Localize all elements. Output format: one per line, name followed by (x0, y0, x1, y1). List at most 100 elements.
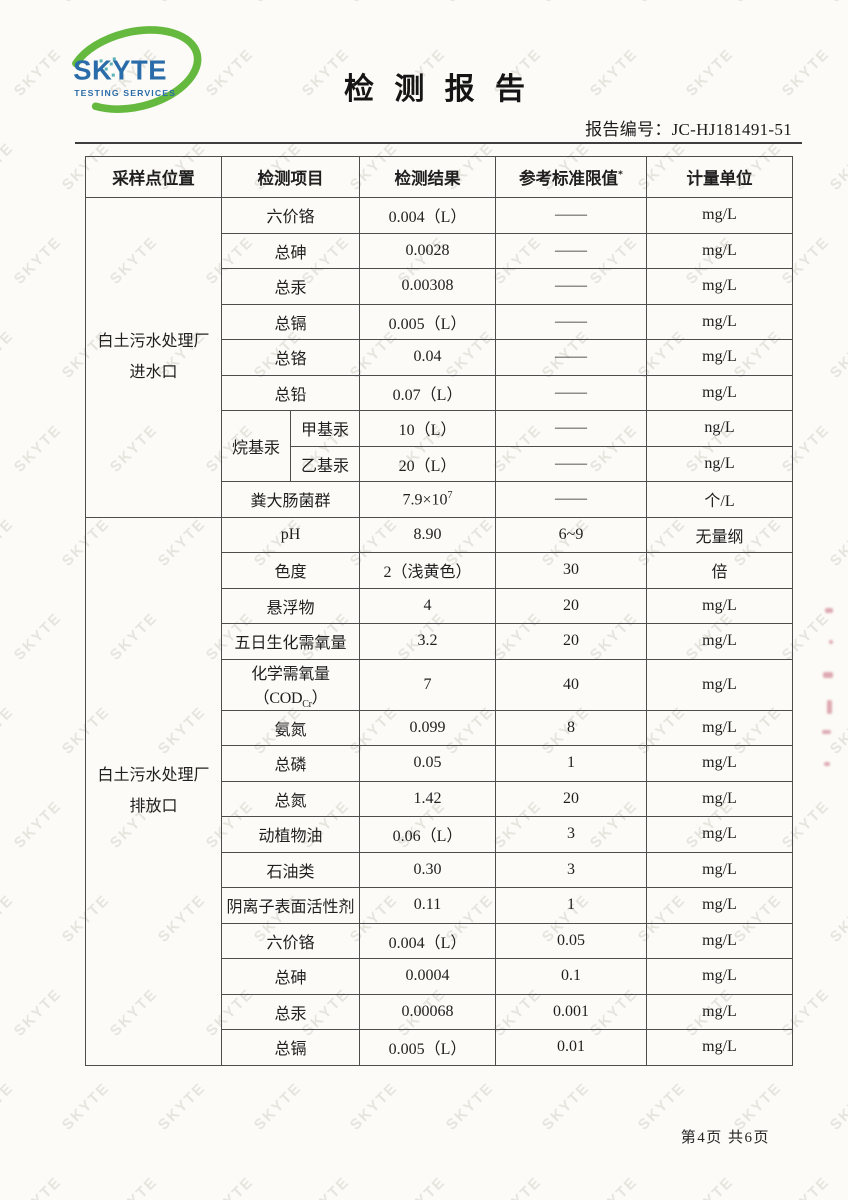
unit-cell: mg/L (646, 303, 793, 340)
result-cell: 0.06（L） (359, 816, 496, 853)
watermark-text: SKYTE (203, 1173, 257, 1200)
table-row: 五日生化需氧量 3.2 20 mg/L (86, 623, 793, 660)
limit-cell: 0.1 (495, 958, 647, 995)
item-cell: 化学需氧量（CODCr） (221, 658, 360, 711)
skyte-logo-graphic: SKYTE TESTING SERVICES (66, 26, 202, 113)
limit-cell: 20 (495, 780, 647, 818)
unit-cell: mg/L (646, 780, 793, 818)
unit-cell: mg/L (646, 745, 793, 782)
unit-cell: ng/L (646, 410, 793, 447)
item-cell: 总汞 (221, 268, 360, 305)
unit-cell: mg/L (646, 658, 793, 711)
col-header-location: 采样点位置 (85, 156, 222, 198)
limit-cell: 8 (495, 709, 647, 747)
table-row: 总磷 0.05 1 mg/L (86, 745, 793, 782)
table-row: 白土污水处理厂 排放口 pH 8.90 6~9 无量纲 (85, 516, 793, 1066)
unit-cell: 个/L (646, 481, 793, 518)
unit-cell: mg/L (646, 339, 793, 376)
table-row: 粪大肠菌群 7.9×107 —— 个/L (86, 481, 793, 518)
watermark-text: SKYTE (347, 0, 401, 6)
limit-cell: —— (495, 232, 647, 269)
item-cell: 六价铬 (221, 922, 360, 960)
watermark-text: SKYTE (11, 1173, 65, 1200)
item-cell: 总砷 (221, 958, 360, 995)
unit-cell: mg/L (646, 887, 793, 924)
report-number: 报告编号：JC-HJ181491-51 (585, 115, 792, 140)
unit-cell: mg/L (646, 232, 793, 269)
table-row: 总砷 0.0004 0.1 mg/L (86, 958, 793, 995)
limit-cell: 1 (495, 887, 647, 924)
unit-cell: mg/L (646, 993, 793, 1031)
watermark-text: SKYTE (635, 0, 689, 6)
results-table-wrap: 采样点位置 检测项目 检测结果 参考标准限值* 计量单位 白土污水处理厂 进水口六… (85, 156, 793, 1066)
watermark-text: SKYTE (0, 0, 17, 6)
watermark-text: SKYTE (731, 0, 785, 6)
report-number-label: 报告编号： (585, 120, 672, 139)
watermark-text: SKYTE (779, 1173, 833, 1200)
limit-cell: —— (495, 197, 647, 234)
table-row: 总铬 0.04 —— mg/L (86, 339, 793, 376)
item-cell: 总磷 (221, 745, 360, 782)
watermark-text: SKYTE (299, 1173, 353, 1200)
skyte-logo: SKYTE TESTING SERVICES (55, 12, 207, 122)
unit-cell: mg/L (646, 958, 793, 995)
limit-cell: —— (495, 481, 647, 518)
red-bleed-mark (827, 700, 832, 714)
item-cell: 总铬 (221, 339, 360, 376)
limit-footnote-marker: * (618, 169, 623, 181)
col-header-limit-text: 参考标准限值 (519, 169, 618, 188)
unit-cell: 无量纲 (646, 516, 793, 553)
limit-cell: —— (495, 339, 647, 376)
watermark-text: SKYTE (827, 0, 848, 6)
watermark-text: SKYTE (10, 421, 66, 476)
result-cell: 0.04 (359, 339, 496, 376)
item-cell: 氨氮 (221, 709, 360, 747)
watermark-text: SKYTE (0, 1079, 18, 1134)
item-cell: 甲基汞 (290, 410, 360, 447)
watermark-text: SKYTE (587, 1173, 641, 1200)
result-cell: 4 (359, 587, 496, 624)
col-header-unit: 计量单位 (646, 156, 793, 198)
item-cell: 乙基汞 (290, 445, 360, 482)
item-cell: 六价铬 (221, 197, 360, 234)
table-row: 总铅 0.07（L） —— mg/L (86, 374, 793, 411)
item-cell: 动植物油 (221, 816, 360, 853)
watermark-text: SKYTE (10, 609, 66, 664)
unit-cell: mg/L (646, 587, 793, 624)
result-cell: 0.00068 (359, 993, 496, 1031)
watermark-text: SKYTE (251, 0, 305, 6)
watermark-text: SKYTE (395, 1173, 449, 1200)
result-cell: 2（浅黄色） (359, 552, 496, 589)
table-row: 白土污水处理厂 进水口 六价铬 0.004（L） —— mg/L (85, 197, 793, 518)
result-cell: 7.9×107 (359, 481, 496, 518)
logo-subtitle: TESTING SERVICES (74, 88, 176, 98)
watermark-text: SKYTE (0, 703, 18, 758)
watermark-text: SKYTE (155, 0, 209, 6)
col-header-result: 检测结果 (359, 156, 496, 198)
item-cell: 五日生化需氧量 (221, 623, 360, 660)
watermark-text: SKYTE (59, 0, 113, 6)
item-cell: 总汞 (221, 993, 360, 1031)
limit-cell: 20 (495, 587, 647, 624)
sampling-location-cell: 白土污水处理厂 进水口 (85, 197, 222, 518)
logo-wordmark: SKYTE (73, 55, 167, 86)
limit-cell: 1 (495, 745, 647, 782)
watermark-text: SKYTE (0, 891, 18, 946)
limit-cell: 40 (495, 658, 647, 711)
unit-cell: mg/L (646, 374, 793, 411)
unit-cell: mg/L (646, 268, 793, 305)
unit-cell: mg/L (646, 816, 793, 853)
watermark-text: SKYTE (10, 985, 66, 1040)
col-header-limit: 参考标准限值* (495, 156, 647, 198)
result-cell: 20（L） (359, 445, 496, 482)
result-cell: 0.099 (359, 709, 496, 747)
watermark-text: SKYTE (154, 1079, 210, 1134)
red-bleed-mark (829, 640, 833, 644)
item-cell: 总氮 (221, 780, 360, 818)
table-row: 烷基汞 甲基汞 10（L） —— ng/L (86, 410, 793, 482)
report-title: 检 测 报 告 (343, 73, 531, 106)
limit-cell: —— (495, 303, 647, 340)
result-cell: 3.2 (359, 623, 496, 660)
unit-cell: 倍 (646, 552, 793, 589)
